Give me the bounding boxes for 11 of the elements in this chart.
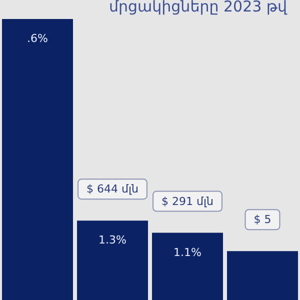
chart-title: մրցակիցները 2023 թվ: [109, 0, 288, 16]
bar: [227, 251, 298, 300]
data-label: 1.3%: [98, 234, 126, 247]
annotation: .6%: [27, 32, 48, 45]
annotation: $ 644 մլն: [86, 182, 138, 196]
bar: [2, 19, 73, 300]
data-label: 1.1%: [174, 246, 202, 259]
bar: [152, 232, 223, 300]
annotation: $ 291 մլն: [162, 194, 214, 208]
annotation: $ 5: [254, 213, 272, 226]
bar: [77, 220, 148, 300]
